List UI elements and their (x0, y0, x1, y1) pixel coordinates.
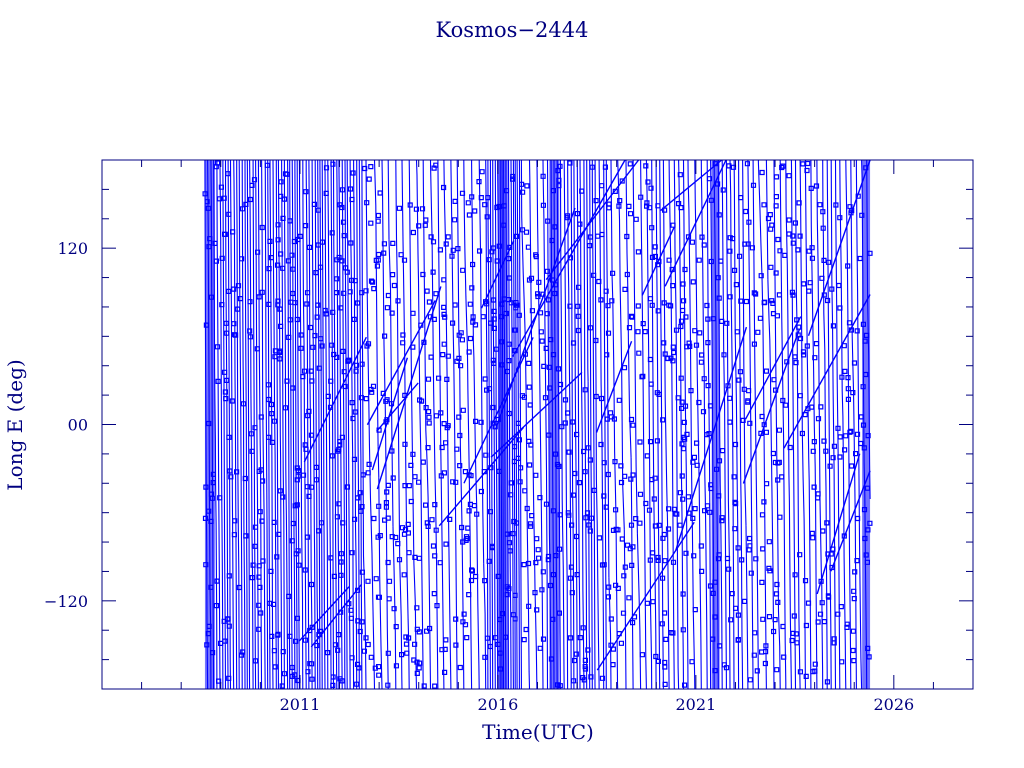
drift-trace (807, 159, 871, 336)
drift-trace (494, 207, 576, 430)
drift-trace (595, 340, 633, 433)
data-layer (202, 159, 873, 690)
x-tick-label: 2021 (676, 695, 717, 714)
dense-band (862, 160, 871, 689)
longitude-trace (204, 159, 871, 690)
data-markers (202, 160, 873, 689)
y-tick-label: 00 (68, 416, 88, 435)
x-tick-label: 2011 (280, 695, 321, 714)
y-tick-label: −120 (44, 592, 88, 611)
drift-trace (376, 286, 442, 490)
axis-ticks: 2011 2016 2021 2026 −120 00 120 (44, 160, 973, 714)
drift-trace (366, 300, 436, 426)
drift-trace (303, 336, 367, 463)
chart-title: Kosmos−2444 (436, 18, 589, 42)
y-tick-label: 120 (57, 239, 88, 258)
x-tick-label: 2016 (478, 695, 519, 714)
x-tick-label: 2026 (873, 695, 914, 714)
drift-trace (783, 294, 871, 449)
drift-trace (371, 357, 409, 471)
drift-trace (438, 427, 525, 527)
dense-band (204, 160, 215, 689)
y-axis-label: Long E (deg) (3, 359, 27, 490)
dense-band (549, 160, 560, 689)
x-axis-label: Time(UTC) (482, 720, 594, 744)
drift-trace (545, 159, 640, 281)
dense-band (711, 160, 720, 689)
drift-trace (742, 328, 801, 484)
drift-trace (480, 240, 515, 309)
drift-trace (641, 227, 675, 296)
drift-trace (816, 453, 861, 595)
drift-trace (660, 159, 723, 212)
dense-band (497, 160, 508, 689)
drift-trace (745, 316, 802, 420)
